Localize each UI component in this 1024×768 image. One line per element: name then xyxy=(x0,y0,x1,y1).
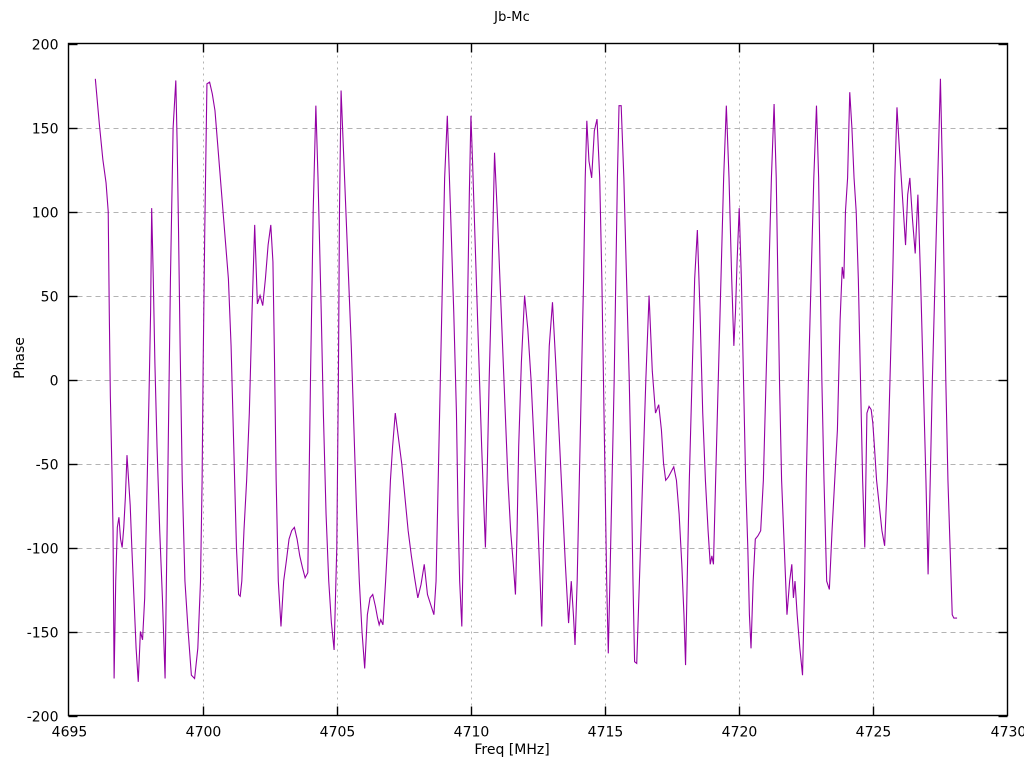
y-tick-label: -200 xyxy=(27,710,59,726)
y-axis-tick-labels: -200 -150 -100 -50 0 50 100 150 200 xyxy=(27,38,59,726)
x-tick-label: 4725 xyxy=(856,725,892,741)
x-tick-label: 4715 xyxy=(588,725,624,741)
y-tick-label: 50 xyxy=(41,290,59,306)
axis-tick-marks xyxy=(68,43,1008,718)
plot-border xyxy=(67,42,1009,717)
y-tick-label: -150 xyxy=(27,626,59,642)
y-tick-label: -100 xyxy=(27,542,59,558)
x-tick-label: 4710 xyxy=(454,725,490,741)
x-tick-label: 4730 xyxy=(991,725,1024,741)
y-tick-label: 100 xyxy=(32,206,59,222)
y-tick-label: -50 xyxy=(36,458,59,474)
horizontal-gridlines xyxy=(68,128,1008,633)
x-tick-label: 4700 xyxy=(186,725,222,741)
y-tick-label: 150 xyxy=(32,122,59,138)
y-tick-label: 200 xyxy=(32,38,59,54)
x-axis-label: Freq [MHz] xyxy=(474,742,550,758)
y-tick-label: 0 xyxy=(50,374,59,390)
chart-title: Jb-Mc xyxy=(494,10,530,25)
phase-data-line xyxy=(94,78,958,682)
x-tick-label: 4720 xyxy=(722,725,758,741)
x-axis-tick-labels: 4695 4700 4705 4710 4715 4720 4725 4730 xyxy=(52,725,1024,741)
y-axis-label: Phase xyxy=(12,337,28,379)
x-tick-label: 4695 xyxy=(52,725,88,741)
x-tick-label: 4705 xyxy=(320,725,356,741)
